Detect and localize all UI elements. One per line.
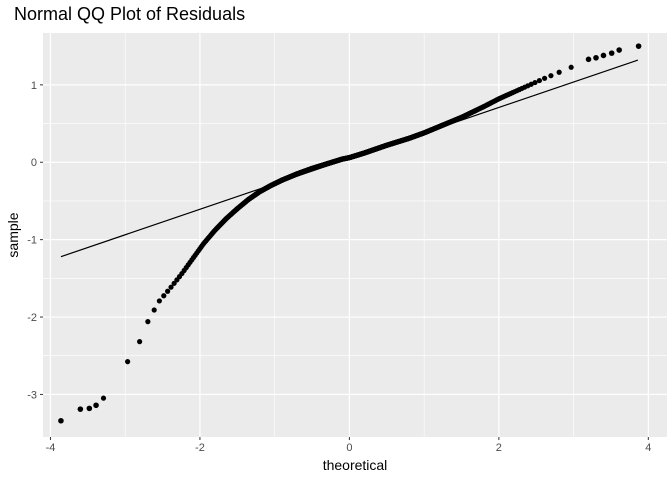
qq-point xyxy=(593,54,599,61)
qq-point xyxy=(93,402,99,409)
y-tick-label: -1 xyxy=(27,235,37,247)
qq-point xyxy=(100,395,107,401)
chart-title: Normal QQ Plot of Residuals xyxy=(14,4,246,24)
qq-point xyxy=(125,359,131,365)
y-tick-label: 1 xyxy=(31,80,37,92)
qq-point xyxy=(568,64,574,70)
qq-point xyxy=(137,339,143,345)
qq-point xyxy=(86,405,93,412)
y-axis-ticks: -3 -2 -1 0 1 xyxy=(27,80,43,401)
x-axis-ticks: -4 -2 0 2 4 xyxy=(46,437,651,454)
qq-point xyxy=(58,417,64,424)
qq-point xyxy=(616,47,622,53)
qq-point xyxy=(171,280,177,286)
qq-point xyxy=(168,284,174,290)
y-tick-label: 0 xyxy=(31,157,37,169)
plot-panel xyxy=(43,33,667,437)
qq-point xyxy=(151,307,157,313)
y-tick-label: -3 xyxy=(27,389,37,401)
qq-point xyxy=(145,319,151,325)
x-tick-label: 4 xyxy=(645,442,651,454)
x-tick-label: 0 xyxy=(346,442,352,454)
qq-point xyxy=(556,69,562,75)
qq-point xyxy=(532,79,538,86)
qq-point xyxy=(156,298,162,304)
qq-point xyxy=(608,50,615,56)
qq-point xyxy=(77,406,84,412)
qq-point xyxy=(585,56,592,63)
x-tick-label: -2 xyxy=(195,442,205,454)
qq-point xyxy=(548,73,554,79)
qq-point xyxy=(161,293,167,299)
qq-point xyxy=(635,43,642,49)
y-tick-label: -2 xyxy=(27,312,37,324)
y-axis-title: sample xyxy=(5,212,21,257)
qq-point xyxy=(541,75,548,81)
sample-points xyxy=(58,43,642,424)
x-tick-label: 2 xyxy=(496,442,502,454)
qq-point xyxy=(536,77,543,84)
qq-point xyxy=(600,52,607,59)
qq-point xyxy=(165,288,171,294)
x-axis-title: theoretical xyxy=(323,457,388,473)
x-tick-label: -4 xyxy=(46,442,56,454)
major-gridlines xyxy=(43,33,667,437)
